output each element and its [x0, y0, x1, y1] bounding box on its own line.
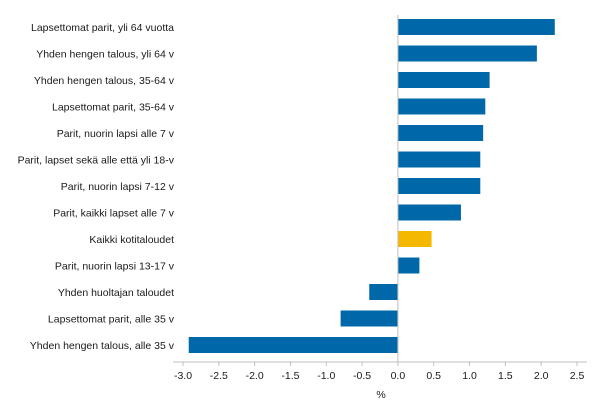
bar	[340, 310, 398, 327]
category-label: Lapsettomat parit, 35-64 v	[52, 102, 175, 114]
x-tick-label: 1.0	[462, 370, 477, 382]
bar	[369, 284, 398, 300]
category-label: Yhden hengen talous, 35-64 v	[34, 75, 175, 87]
category-label: Yhden hengen talous, yli 64 v	[36, 49, 175, 61]
x-axis-title: %	[376, 389, 385, 401]
x-tick-label: 0.5	[426, 370, 441, 382]
bar	[397, 72, 490, 88]
bar	[397, 151, 481, 168]
x-tick-label: 1.5	[498, 370, 513, 382]
category-labels: Lapsettomat parit, yli 64 vuotta Yhden he…	[18, 22, 175, 352]
x-tick-label: -3.0	[174, 370, 192, 382]
x-tick-label: -1.5	[281, 370, 299, 382]
category-label: Yhden hengen talous, alle 35 v	[30, 340, 175, 352]
x-tick-label: 2.5	[570, 370, 585, 382]
category-label: Parit, nuorin lapsi 7-12 v	[61, 181, 175, 193]
category-label: Lapsettomat parit, alle 35 v	[48, 314, 175, 326]
x-tick-label: -2.0	[246, 370, 264, 382]
category-label: Parit, nuorin lapsi 13-17 v	[55, 261, 175, 273]
bar	[397, 257, 420, 274]
x-tick-label: -2.5	[210, 370, 228, 382]
bar	[397, 125, 484, 141]
category-label: Lapsettomat parit, yli 64 vuotta	[31, 22, 174, 34]
x-axis: -3.0 -2.5 -2.0 -1.5 -1.0 -0.5 0.0 0.5 1.0 1.5 2.0 2…	[173, 15, 587, 382]
category-label: Yhden huoltajan taloudet	[58, 287, 174, 299]
x-tick-label: -1.0	[317, 370, 335, 382]
bar	[397, 204, 461, 221]
category-label: Parit, nuorin lapsi alle 7 v	[57, 128, 175, 140]
x-tick-label: 2.0	[534, 370, 549, 382]
category-label: Parit, kaikki lapset alle 7 v	[53, 208, 175, 220]
bar	[397, 98, 486, 115]
bar	[397, 19, 555, 35]
bars-group	[188, 19, 555, 353]
category-label: Kaikki kotitaloudet	[89, 234, 174, 246]
bar	[397, 178, 481, 194]
category-label: Parit, lapset sekä alle että yli 18-v	[18, 155, 175, 167]
bar	[397, 231, 432, 247]
x-tick-label: -0.5	[353, 370, 371, 382]
bar	[397, 45, 537, 62]
bar	[188, 337, 398, 353]
x-tick-label: 0.0	[391, 370, 406, 382]
